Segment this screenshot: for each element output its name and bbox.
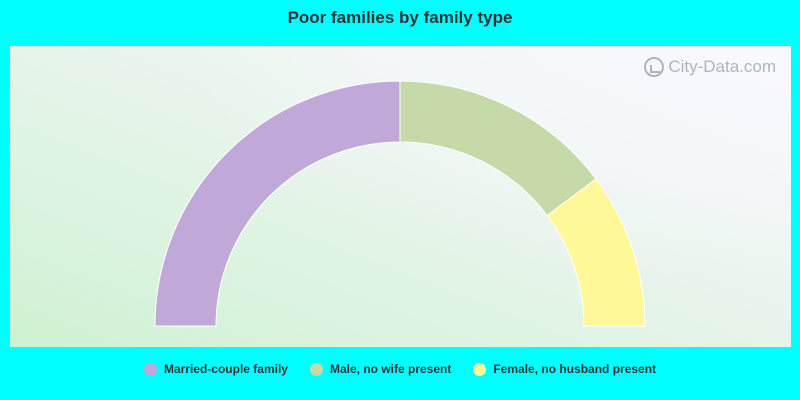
- donut-segment-2: [546, 178, 646, 327]
- legend-item: Female, no husband present: [473, 362, 656, 376]
- chart-title: Poor families by family type: [287, 8, 513, 27]
- legend-item: Male, no wife present: [309, 362, 452, 376]
- donut-segment-0: [154, 80, 401, 327]
- watermark: City-Data.com: [644, 55, 776, 79]
- watermark-text: City-Data.com: [668, 57, 776, 76]
- half-donut-chart: [154, 80, 646, 327]
- legend-label: Married-couple family: [163, 362, 288, 376]
- legend-swatch: [143, 362, 157, 376]
- city-data-logo-icon: [644, 57, 665, 77]
- legend-swatch: [473, 362, 487, 376]
- legend-item: Married-couple family: [143, 362, 288, 376]
- legend-swatch: [309, 362, 323, 376]
- legend-label: Female, no husband present: [493, 362, 657, 376]
- chart-legend: Married-couple family Male, no wife prese…: [0, 362, 800, 376]
- chart-panel: [10, 46, 791, 347]
- donut-segment-1: [399, 80, 597, 217]
- legend-label: Male, no wife present: [329, 362, 452, 376]
